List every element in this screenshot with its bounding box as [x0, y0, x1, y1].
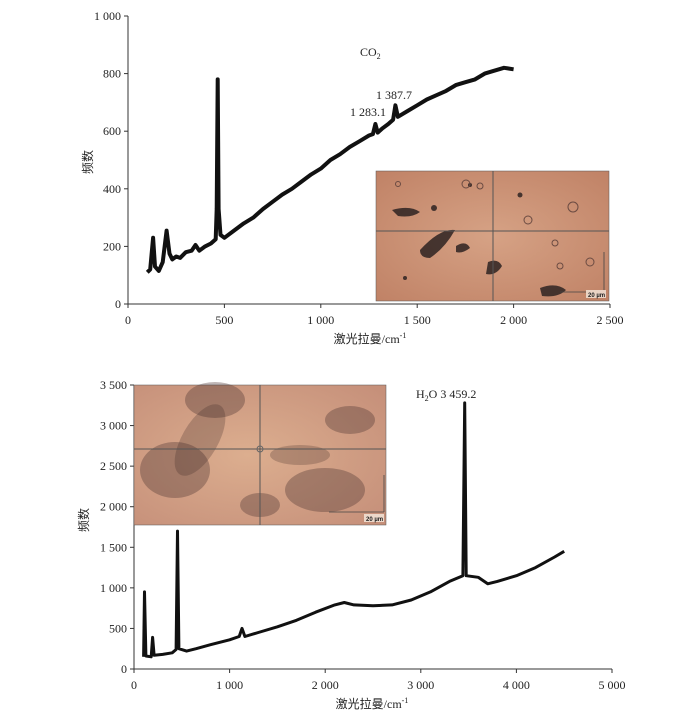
h2o-raman-chart: 0 1 000 2 000 3 000 4 000 5 000 0 500 1 000 1 50…	[76, 378, 626, 711]
chart2-y-ticks: 0 500 1 000 1 500 2 000 2 500 3 000 3 500	[100, 378, 134, 676]
chart2-annotation-h2o-peak: H2O 3 459.2	[416, 387, 476, 403]
chart2-y-tick-label: 3 500	[100, 378, 127, 392]
chart1-y-tick-label: 200	[103, 239, 121, 253]
chart2-y-label: 频数	[76, 508, 91, 532]
chart1-spectrum-line	[145, 65, 514, 274]
chart2-x-label: 激光拉曼/cm-1	[336, 696, 409, 711]
chart2-y-tick-label: 0	[121, 662, 127, 676]
chart2-y-tick-label: 2 000	[100, 500, 127, 514]
chart1-inset-micrograph: 20 µm	[375, 170, 610, 302]
chart2-inset-micrograph: 20 µm	[133, 382, 387, 526]
chart1-x-ticks: 0 500 1 000 1 500 2 000 2 500	[125, 304, 624, 327]
chart2-x-tick-label: 5 000	[599, 678, 626, 692]
chart1-x-tick-label: 1 000	[307, 313, 334, 327]
chart1-annotation-co2: CO2	[360, 45, 381, 61]
chart2-x-tick-label: 2 000	[312, 678, 339, 692]
chart1-y-tick-label: 600	[103, 124, 121, 138]
chart1-x-tick-label: 1 500	[404, 313, 431, 327]
co2-raman-chart: 0 500 1 000 1 500 2 000 2 500 0 200 400 600 800 1 …	[80, 9, 624, 346]
chart1-y-ticks: 0 200 400 600 800 1 000	[94, 9, 128, 311]
chart2-y-tick-label: 2 500	[100, 459, 127, 473]
chart2-spectrum-line	[142, 401, 565, 659]
chart1-x-label: 激光拉曼/cm-1	[334, 331, 407, 346]
chart2-x-tick-label: 3 000	[407, 678, 434, 692]
chart1-y-tick-label: 1 000	[94, 9, 121, 23]
chart2-x-tick-label: 0	[131, 678, 137, 692]
chart1-y-tick-label: 400	[103, 182, 121, 196]
chart2-x-tick-label: 1 000	[216, 678, 243, 692]
chart1-inset-scale-label: 20 µm	[588, 293, 605, 299]
chart2-y-tick-label: 1 500	[100, 540, 127, 554]
chart1-y-tick-label: 0	[115, 297, 121, 311]
chart2-inset-scale-label: 20 µm	[366, 517, 383, 523]
chart1-x-tick-label: 2 500	[597, 313, 624, 327]
chart2-x-tick-label: 4 000	[503, 678, 530, 692]
chart2-y-tick-label: 1 000	[100, 581, 127, 595]
chart1-y-label: 频数	[80, 150, 95, 174]
chart1-y-tick-label: 800	[103, 67, 121, 81]
chart1-annotation-peak-1283: 1 283.1	[350, 105, 386, 119]
chart1-x-tick-label: 2 000	[500, 313, 527, 327]
chart2-x-ticks: 0 1 000 2 000 3 000 4 000 5 000	[131, 669, 626, 692]
chart2-y-tick-label: 3 000	[100, 419, 127, 433]
chart2-y-tick-label: 500	[109, 621, 127, 635]
chart1-x-tick-label: 500	[215, 313, 233, 327]
chart1-annotation-peak-1387: 1 387.7	[376, 88, 412, 102]
chart1-x-tick-label: 0	[125, 313, 131, 327]
